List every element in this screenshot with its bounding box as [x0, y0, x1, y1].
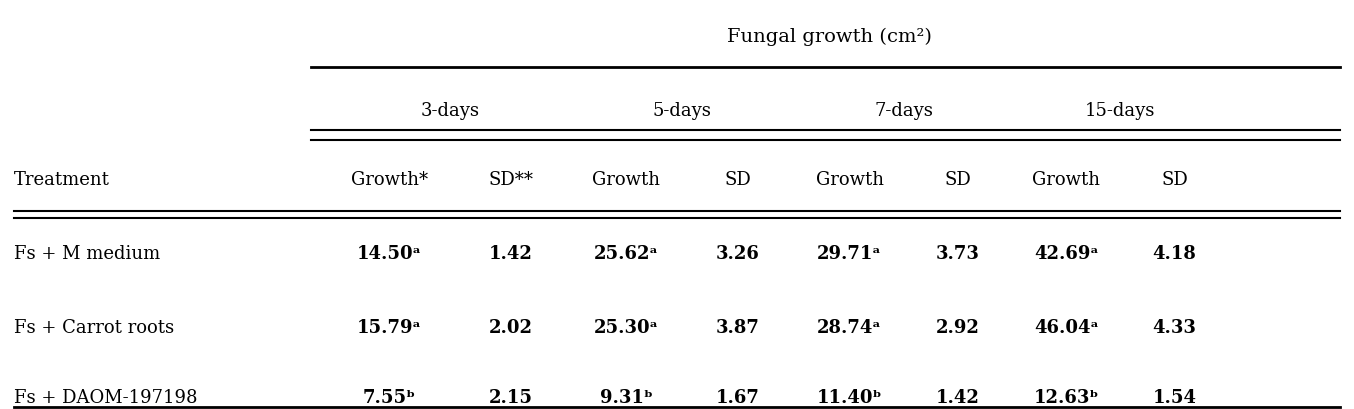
Text: Growth: Growth: [1032, 171, 1101, 189]
Text: 2.02: 2.02: [489, 318, 533, 336]
Text: Growth: Growth: [815, 171, 884, 189]
Text: 11.40ᵇ: 11.40ᵇ: [816, 388, 883, 406]
Text: 1.54: 1.54: [1152, 388, 1197, 406]
Text: 28.74ᵃ: 28.74ᵃ: [818, 318, 881, 336]
Text: 42.69ᵃ: 42.69ᵃ: [1034, 245, 1098, 263]
Text: 1.42: 1.42: [489, 245, 533, 263]
Text: 1.67: 1.67: [716, 388, 760, 406]
Text: 2.92: 2.92: [936, 318, 980, 336]
Text: 14.50ᵃ: 14.50ᵃ: [356, 245, 422, 263]
Text: 3-days: 3-days: [421, 101, 479, 119]
Text: 5-days: 5-days: [653, 101, 711, 119]
Text: 29.71ᵃ: 29.71ᵃ: [818, 245, 881, 263]
Text: 25.62ᵃ: 25.62ᵃ: [594, 245, 658, 263]
Text: 15-days: 15-days: [1086, 101, 1155, 119]
Text: Treatment: Treatment: [14, 171, 110, 189]
Text: 7.55ᵇ: 7.55ᵇ: [363, 388, 416, 406]
Text: 46.04ᵃ: 46.04ᵃ: [1034, 318, 1098, 336]
Text: Fs + M medium: Fs + M medium: [14, 245, 160, 263]
Text: 4.33: 4.33: [1152, 318, 1197, 336]
Text: Growth: Growth: [592, 171, 661, 189]
Text: 3.87: 3.87: [716, 318, 760, 336]
Text: 25.30ᵃ: 25.30ᵃ: [593, 318, 659, 336]
Text: 4.18: 4.18: [1152, 245, 1197, 263]
Text: 12.63ᵇ: 12.63ᵇ: [1033, 388, 1099, 406]
Text: 3.26: 3.26: [716, 245, 760, 263]
Text: SD: SD: [1162, 171, 1187, 189]
Text: Growth*: Growth*: [351, 171, 428, 189]
Text: SD**: SD**: [489, 171, 533, 189]
Text: 15.79ᵃ: 15.79ᵃ: [357, 318, 421, 336]
Text: SD: SD: [945, 171, 971, 189]
Text: Fs + Carrot roots: Fs + Carrot roots: [14, 318, 173, 336]
Text: 1.42: 1.42: [936, 388, 980, 406]
Text: SD: SD: [724, 171, 751, 189]
Text: Fs + DAOM-197198: Fs + DAOM-197198: [14, 388, 198, 406]
Text: 9.31ᵇ: 9.31ᵇ: [600, 388, 653, 406]
Text: 3.73: 3.73: [936, 245, 980, 263]
Text: 2.15: 2.15: [489, 388, 533, 406]
Text: 7-days: 7-days: [875, 101, 933, 119]
Text: Fungal growth (cm²): Fungal growth (cm²): [727, 28, 932, 46]
